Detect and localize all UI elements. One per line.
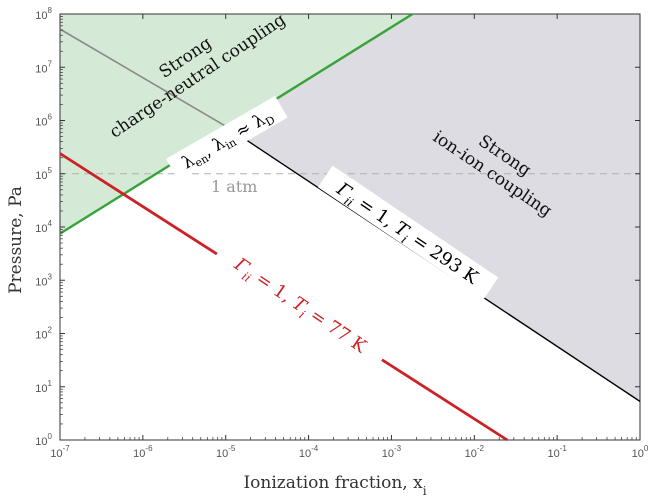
axis-ticks: 10-7 10-6 10-5 10-4 10-3 10-2 10-1 100 100 101 102… xyxy=(35,6,649,460)
one-atm-label: 1 atm xyxy=(211,177,257,196)
lambda-label: λen, λin ≈ λD xyxy=(166,95,288,181)
ion-ion-region xyxy=(225,14,640,402)
x-tick-label: 10-1 xyxy=(547,444,567,460)
x-tick-label: 10-6 xyxy=(133,444,153,460)
y-tick-label: 105 xyxy=(35,166,52,182)
x-tick-label: 10-3 xyxy=(382,444,402,460)
y-tick-label: 100 xyxy=(35,432,52,448)
y-tick-label: 107 xyxy=(35,59,52,75)
gamma-77k-label: Γii = 1, Ti = 77 K xyxy=(212,238,390,370)
y-tick-label: 103 xyxy=(35,272,52,288)
x-tick-label: 10-4 xyxy=(299,444,319,460)
y-tick-label: 108 xyxy=(35,6,52,22)
y-tick-label: 102 xyxy=(35,326,52,342)
y-axis-label: Pressure, Pa xyxy=(6,186,26,294)
y-tick-label: 101 xyxy=(35,379,52,395)
x-tick-label: 10-7 xyxy=(50,444,70,460)
coupling-line-gray-continuation xyxy=(59,28,227,127)
y-tick-label: 106 xyxy=(35,113,52,129)
x-tick-label: 10-5 xyxy=(216,444,236,460)
x-tick-label: 100 xyxy=(632,444,649,460)
y-tick-label: 104 xyxy=(35,219,52,235)
x-axis-label: Ionization fraction, xi xyxy=(243,473,426,497)
x-tick-label: 10-2 xyxy=(465,444,485,460)
